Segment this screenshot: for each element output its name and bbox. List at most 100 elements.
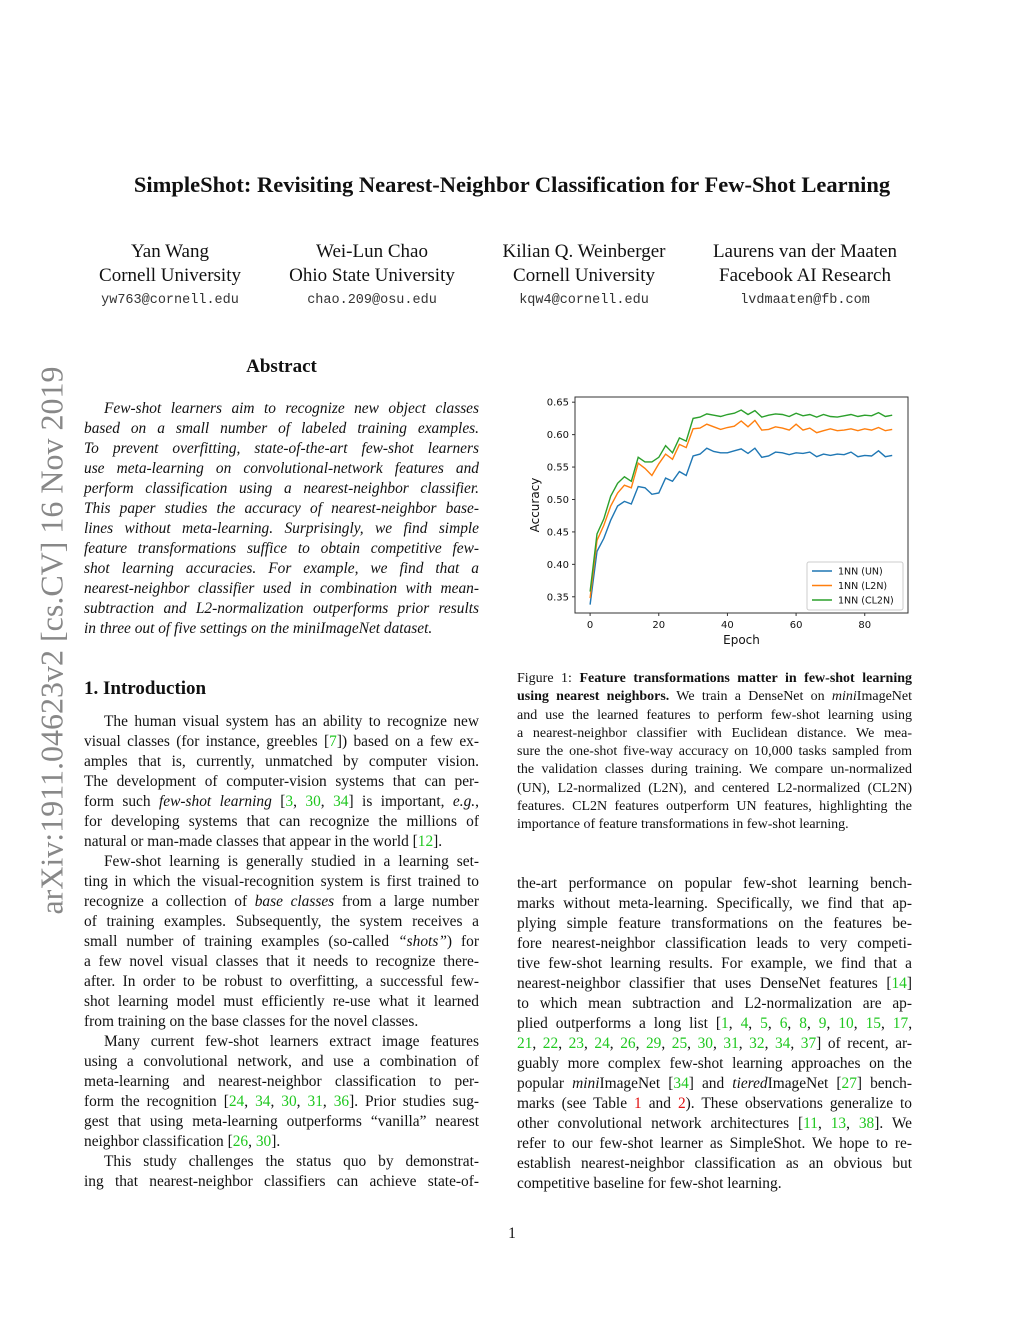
author-email[interactable]: lvdmaaten@fb.com: [740, 293, 870, 308]
y-axis-label: Accuracy: [528, 478, 542, 533]
text-line: plying simple feature transformations on…: [517, 915, 912, 932]
text-line: lines without meta-learning. Surprisingl…: [84, 520, 479, 537]
citation-link[interactable]: 37: [800, 1035, 817, 1052]
citation-link[interactable]: 1: [721, 1015, 729, 1032]
author-affiliation: Cornell University: [513, 265, 655, 286]
citation-link[interactable]: 17: [892, 1015, 909, 1032]
legend-box: [806, 561, 904, 611]
text-line: This paper studies the accuracy of neare…: [84, 500, 479, 517]
text-line: of training examples. Subsequently, the …: [84, 913, 479, 930]
citation-link[interactable]: 22: [542, 1035, 559, 1052]
citation-link[interactable]: 34: [333, 793, 349, 810]
citation-link[interactable]: 30: [697, 1035, 713, 1052]
citation-link[interactable]: 13: [830, 1115, 847, 1132]
citation-link[interactable]: 6: [779, 1015, 788, 1032]
citation-link[interactable]: 15: [865, 1015, 881, 1032]
author-block: Kilian Q. Weinberger Cornell University …: [474, 240, 694, 314]
text-line: guably more complex few-shot learning ap…: [517, 1055, 912, 1072]
citation-link[interactable]: 27: [841, 1075, 857, 1092]
text-line: Figure 1: Feature transformations matter…: [517, 671, 912, 686]
citation-link[interactable]: 23: [568, 1035, 584, 1052]
text-line: form the recognition [24, 34, 30, 31, 36…: [84, 1093, 480, 1110]
author-email[interactable]: chao.209@osu.edu: [307, 293, 437, 308]
citation-link[interactable]: 5: [760, 1015, 768, 1032]
page-number: 1: [508, 1225, 516, 1242]
table-reference-link[interactable]: 2: [677, 1095, 686, 1112]
text-line: in three out of five settings on the min…: [84, 620, 433, 637]
text-line: plied outperforms a long list [1, 4, 5, …: [517, 1015, 913, 1032]
citation-link[interactable]: 24: [228, 1093, 245, 1110]
citation-link[interactable]: 9: [818, 1015, 827, 1032]
text-line: marks without meta-learning. Specificall…: [517, 895, 912, 912]
citation-link[interactable]: 30: [255, 1133, 272, 1150]
citation-link[interactable]: 31: [723, 1035, 739, 1052]
author-email[interactable]: yw763@cornell.edu: [101, 293, 239, 308]
legend-label: 1NN (L2N): [838, 581, 887, 592]
text-line: from training on the base classes for th…: [84, 1013, 419, 1030]
text-line: based on a small number of labeled train…: [84, 420, 479, 437]
author-block: Yan Wang Cornell University yw763@cornel…: [60, 240, 280, 314]
paper-title: SimpleShot: Revisiting Nearest-Neighbor …: [133, 172, 891, 197]
citation-link[interactable]: 34: [774, 1035, 791, 1052]
citation-link[interactable]: 29: [645, 1035, 662, 1052]
citation-link[interactable]: 10: [838, 1015, 854, 1032]
author-email[interactable]: kqw4@cornell.edu: [519, 293, 649, 308]
x-tick-label: 80: [858, 620, 871, 631]
citation-link[interactable]: 11: [803, 1115, 818, 1132]
text-line: use meta-learning on convolutional-netwo…: [84, 460, 479, 477]
text-line: marks (see Table 1 and 2). These observa…: [517, 1095, 913, 1112]
citation-link[interactable]: 26: [232, 1133, 249, 1150]
author-affiliation: Cornell University: [99, 265, 241, 286]
citation-link[interactable]: 14: [891, 975, 907, 992]
abstract-heading: Abstract: [246, 356, 317, 377]
text-line: the validation classes during training. …: [517, 762, 912, 778]
text-line: To prevent overfitting, state-of-the-art…: [84, 440, 479, 457]
table-reference-link[interactable]: 1: [634, 1095, 642, 1112]
citation-link[interactable]: 12: [417, 833, 434, 850]
x-tick-label: 40: [721, 620, 734, 631]
citation-link[interactable]: 4: [740, 1015, 749, 1032]
emphasis: mini: [572, 1075, 600, 1092]
text-line: This study challenges the status quo by …: [104, 1153, 479, 1170]
citation-link[interactable]: 38: [858, 1115, 875, 1132]
author-affiliation: Facebook AI Research: [719, 265, 891, 286]
citation-link[interactable]: 30: [305, 793, 321, 810]
citation-link[interactable]: 32: [749, 1035, 765, 1052]
text-line: a few novel visual classes that it needs…: [84, 953, 479, 970]
citation-link[interactable]: 36: [333, 1093, 350, 1110]
text-line: feature transformations suffice to obtai…: [84, 540, 479, 557]
text-line: ting in which the visual-recognition sys…: [84, 873, 479, 890]
text-line: (UN), L2-normalized (L2N), and centered …: [517, 780, 912, 796]
text-line: to which mean subtraction and L2-normali…: [517, 995, 912, 1012]
citation-link[interactable]: 24: [594, 1035, 610, 1052]
citation-link[interactable]: 3: [285, 793, 294, 810]
introduction-heading: 1. Introduction: [84, 678, 207, 699]
text-line: subtraction and L2-normalization outperf…: [84, 600, 479, 617]
text-line: visual classes (for instance, greebles […: [84, 733, 479, 750]
paragraph: This study challenges the status quo by …: [84, 1152, 479, 1192]
text-line: and use the learned features to perform …: [517, 707, 912, 723]
citation-link[interactable]: 34: [673, 1075, 689, 1092]
citation-link[interactable]: 34: [255, 1093, 271, 1110]
x-tick-label: 60: [790, 620, 803, 631]
citation-link[interactable]: 7: [329, 733, 337, 750]
introduction-continuation: the-art performance on popular few-shot …: [517, 874, 912, 1194]
citation-link[interactable]: 21: [517, 1035, 533, 1052]
text-line: form such few-shot learning [3, 30, 34] …: [84, 793, 480, 810]
y-tick-label: 0.50: [547, 495, 569, 506]
author-name: Yan Wang: [130, 241, 209, 262]
citation-link[interactable]: 26: [620, 1035, 636, 1052]
text-line: perform classification using a nearest-n…: [84, 480, 479, 497]
text-line: features. CL2N features outperform UN fe…: [517, 798, 912, 814]
citation-link[interactable]: 31: [307, 1093, 323, 1110]
y-tick-label: 0.65: [547, 398, 569, 409]
paragraph: The human visual system has an ability t…: [84, 712, 479, 852]
citation-link[interactable]: 30: [281, 1093, 297, 1110]
citation-link[interactable]: 8: [799, 1015, 807, 1032]
x-tick-label: 0: [587, 620, 593, 631]
citation-link[interactable]: 25: [671, 1035, 688, 1052]
text-line: neighbor classification [26, 30].: [84, 1133, 281, 1150]
text-line: fore nearest-neighbor classification lea…: [517, 935, 912, 952]
text-line: refer to our few-shot learner as SimpleS…: [517, 1135, 912, 1152]
legend-label: 1NN (UN): [838, 567, 883, 578]
